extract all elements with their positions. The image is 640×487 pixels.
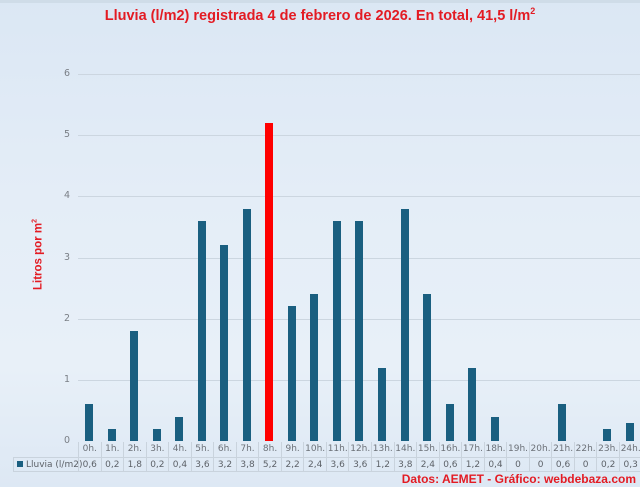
table-hour-cell: 2h. — [123, 442, 146, 457]
table-value-cell: 0,2 — [596, 457, 619, 472]
table-value-cell: 0,6 — [78, 457, 101, 472]
table-hour-cell: 6h. — [213, 442, 236, 457]
bar-24h — [625, 422, 634, 441]
table-value-cell: 3,6 — [325, 457, 349, 472]
table-hour-cell: 7h. — [235, 442, 259, 457]
table-value-cell: 0,3 — [618, 457, 640, 472]
table-hour-cell: 5h. — [190, 442, 214, 457]
table-hour-cell: 22h. — [573, 442, 597, 457]
bar-9h — [287, 306, 296, 441]
table-value-cell: 5,2 — [258, 457, 281, 472]
table-value-cell: 1,2 — [461, 457, 484, 472]
y-tick-label: 2 — [63, 312, 70, 324]
table-hour-cell: 15h. — [416, 442, 439, 457]
bar-15h — [423, 294, 432, 441]
gridline — [78, 74, 640, 75]
legend-cell: Lluvia (l/m2) — [13, 457, 82, 472]
gridline — [78, 196, 640, 197]
table-value-cell: 3,8 — [393, 457, 417, 472]
bar-8h — [265, 122, 274, 441]
table-hour-cell: 19h. — [506, 442, 529, 457]
table-hour-cell: 20h. — [528, 442, 552, 457]
bar-23h — [603, 428, 612, 441]
table-hour-cell: 18h. — [483, 442, 507, 457]
table-hour-cell: 24h. — [618, 442, 640, 457]
gridline — [78, 135, 640, 136]
bar-2h — [130, 330, 139, 441]
table-hour-cell: 23h. — [596, 442, 619, 457]
table-hour-cell: 17h. — [461, 442, 484, 457]
table-value-cell: 3,2 — [213, 457, 236, 472]
y-tick-label: 5 — [63, 129, 70, 141]
table-value-cell: 3,8 — [235, 457, 259, 472]
table-value-cell: 0,6 — [551, 457, 574, 472]
table-value-cell: 0,4 — [168, 457, 191, 472]
table-hour-cell: 16h. — [438, 442, 462, 457]
plot-area — [78, 74, 640, 441]
bar-12h — [355, 220, 364, 441]
bar-13h — [378, 367, 387, 441]
y-tick-label: 0 — [63, 435, 70, 446]
table-hour-cell: 0h. — [78, 442, 101, 457]
table-value-cell: 0 — [506, 457, 529, 472]
source-credit: Datos: AEMET - Gráfico: webdebaza.com — [401, 472, 636, 486]
bar-10h — [310, 294, 319, 441]
table-hour-cell: 4h. — [168, 442, 191, 457]
bar-18h — [490, 416, 499, 441]
y-axis-label: Litros por m2 — [31, 219, 45, 290]
table-value-cell: 0 — [528, 457, 552, 472]
table-hour-cell: 14h. — [393, 442, 417, 457]
bar-16h — [445, 404, 454, 441]
table-value-cell: 0,4 — [483, 457, 507, 472]
table-value-cell: 3,6 — [190, 457, 214, 472]
table-value-cell: 3,6 — [348, 457, 371, 472]
table-hour-cell: 1h. — [100, 442, 124, 457]
table-value-cell: 2,4 — [303, 457, 326, 472]
table-value-cell: 0,6 — [438, 457, 462, 472]
bar-7h — [242, 208, 251, 441]
table-value-cell: 0,2 — [100, 457, 124, 472]
legend-swatch-icon — [17, 461, 23, 467]
table-hour-cell: 12h. — [348, 442, 371, 457]
bar-17h — [468, 367, 477, 441]
table-value-cell: 1,8 — [123, 457, 146, 472]
table-value-cell: 1,2 — [371, 457, 394, 472]
bar-3h — [152, 428, 161, 441]
bar-21h — [558, 404, 567, 441]
y-tick-label: 6 — [63, 68, 70, 79]
bar-4h — [175, 416, 184, 441]
bar-11h — [332, 220, 341, 441]
table-hour-cell: 21h. — [551, 442, 574, 457]
y-tick-label: 3 — [63, 251, 70, 263]
top-band — [0, 0, 640, 3]
table-value-cell: 0 — [573, 457, 597, 472]
y-tick-label: 4 — [63, 190, 70, 202]
bar-1h — [107, 428, 116, 441]
table-hour-cell: 13h. — [371, 442, 394, 457]
table-value-cell: 2,2 — [280, 457, 304, 472]
table-hour-cell: 8h. — [258, 442, 281, 457]
table-hour-cell: 11h. — [325, 442, 349, 457]
bar-6h — [220, 245, 229, 441]
data-table: Lluvia (l/m2) 0h. 0,6 1h. 0,2 2h. 1,8 3h. 0,2 4h… — [0, 442, 640, 472]
chart-title: Lluvia (l/m2) registrada 4 de febrero de… — [104, 6, 536, 24]
bar-5h — [197, 220, 206, 441]
bar-0h — [85, 404, 93, 441]
table-hour-cell: 10h. — [303, 442, 326, 457]
table-value-cell: 0,2 — [145, 457, 169, 472]
y-tick-label: 1 — [63, 373, 70, 385]
table-hour-cell: 3h. — [145, 442, 169, 457]
table-value-cell: 2,4 — [416, 457, 439, 472]
table-hour-cell: 9h. — [280, 442, 304, 457]
bar-14h — [400, 208, 409, 441]
